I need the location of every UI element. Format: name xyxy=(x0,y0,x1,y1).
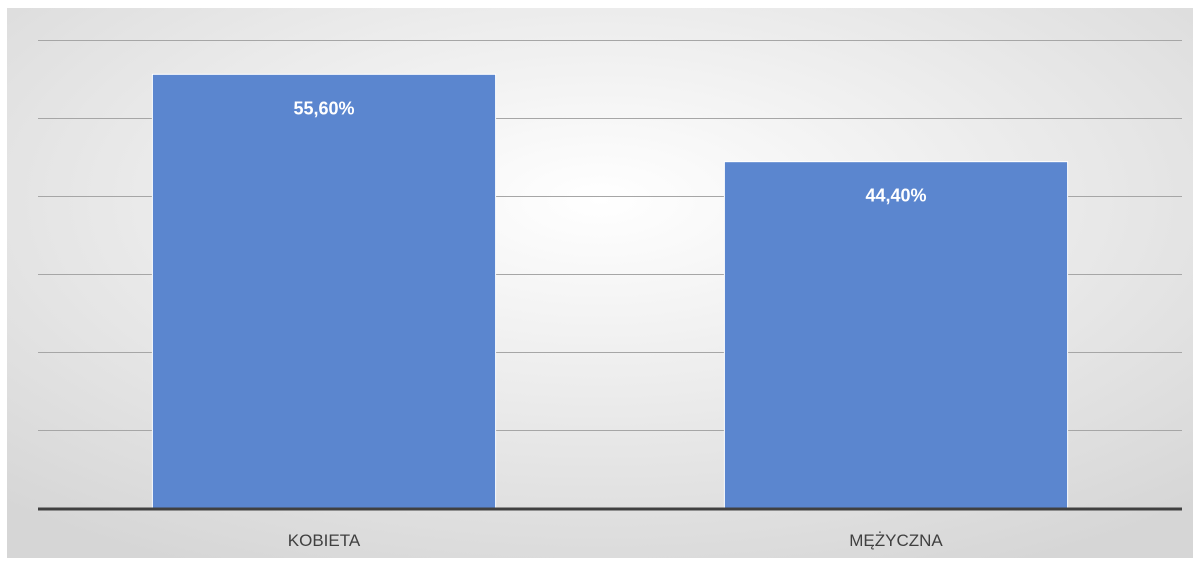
category-labels: KOBIETA MĘŻYCZNA xyxy=(288,531,944,550)
category-label-2: MĘŻYCZNA xyxy=(849,531,943,550)
bar-2 xyxy=(723,161,1069,509)
data-labels: 55,60% 44,40% xyxy=(293,98,926,205)
bar-1 xyxy=(151,73,497,509)
data-label-1: 55,60% xyxy=(293,98,354,118)
category-label-1: KOBIETA xyxy=(288,531,361,550)
bars xyxy=(151,73,1069,509)
data-label-2: 44,40% xyxy=(865,186,926,206)
